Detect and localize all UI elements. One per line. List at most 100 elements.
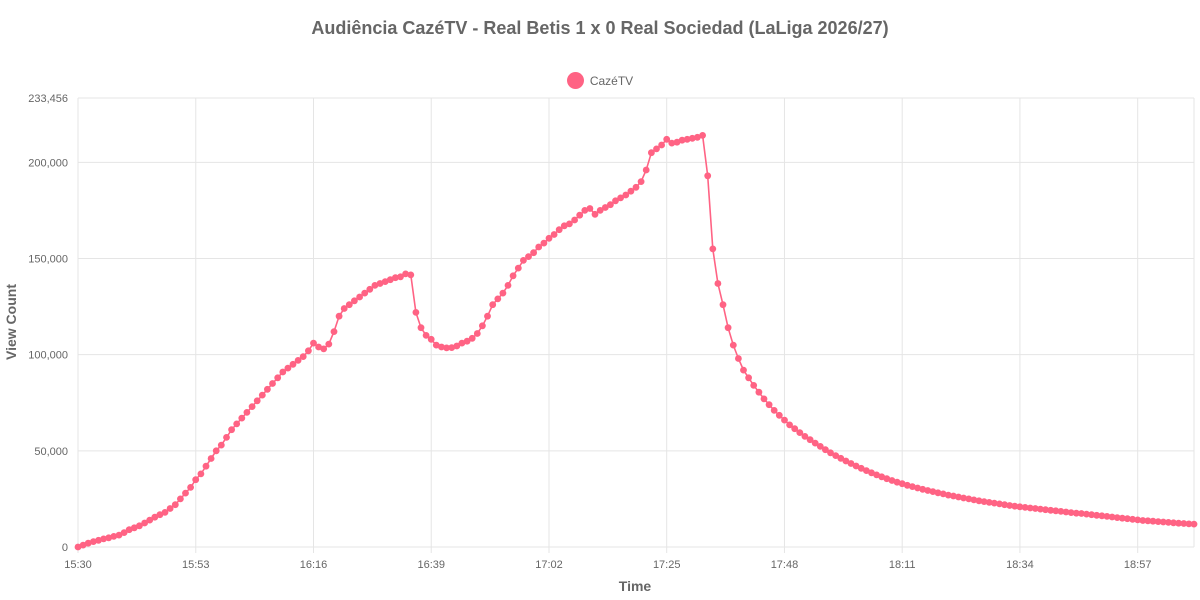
data-point[interactable] — [571, 216, 578, 224]
data-point[interactable] — [852, 462, 860, 470]
data-point[interactable] — [673, 138, 681, 146]
data-point[interactable] — [878, 473, 886, 481]
data-point[interactable] — [775, 411, 783, 419]
data-point[interactable] — [801, 433, 809, 440]
data-point[interactable] — [1124, 515, 1131, 523]
data-point[interactable] — [596, 207, 604, 214]
data-point[interactable] — [361, 289, 369, 297]
data-point[interactable] — [816, 443, 824, 450]
data-point[interactable] — [909, 483, 916, 490]
data-point[interactable] — [1170, 519, 1177, 527]
data-point[interactable] — [755, 388, 763, 396]
data-point[interactable] — [566, 220, 573, 228]
data-point[interactable] — [786, 421, 793, 429]
data-point[interactable] — [581, 207, 589, 214]
data-point[interactable] — [84, 539, 92, 547]
data-point[interactable] — [525, 253, 532, 260]
data-point[interactable] — [863, 467, 870, 474]
data-point[interactable] — [125, 526, 133, 534]
data-point[interactable] — [448, 344, 456, 351]
data-point[interactable] — [678, 136, 686, 144]
data-point[interactable] — [540, 239, 548, 247]
data-point[interactable] — [811, 439, 819, 447]
data-point[interactable] — [1139, 517, 1147, 524]
data-point[interactable] — [115, 531, 123, 539]
data-point[interactable] — [970, 496, 978, 504]
data-point[interactable] — [489, 301, 497, 309]
data-point[interactable] — [965, 495, 973, 503]
data-point[interactable] — [427, 335, 435, 343]
data-point[interactable] — [827, 449, 834, 457]
data-point[interactable] — [407, 271, 415, 279]
data-point[interactable] — [653, 145, 660, 153]
data-point[interactable] — [100, 535, 107, 543]
data-point[interactable] — [381, 278, 389, 285]
data-point[interactable] — [688, 134, 696, 142]
data-point[interactable] — [223, 434, 230, 441]
data-point[interactable] — [740, 366, 747, 374]
data-point[interactable] — [765, 401, 773, 409]
data-point[interactable] — [392, 274, 399, 282]
data-point[interactable] — [325, 340, 333, 348]
data-point[interactable] — [458, 339, 466, 347]
data-point[interactable] — [473, 330, 481, 337]
data-point[interactable] — [1011, 502, 1019, 510]
data-point[interactable] — [79, 541, 87, 549]
data-point[interactable] — [233, 420, 241, 428]
data-point[interactable] — [576, 211, 584, 219]
data-point[interactable] — [330, 328, 338, 335]
data-point[interactable] — [146, 516, 154, 524]
data-point[interactable] — [1047, 506, 1055, 514]
data-point[interactable] — [990, 499, 998, 507]
data-point[interactable] — [1190, 520, 1198, 528]
data-point[interactable] — [453, 342, 461, 350]
data-point[interactable] — [612, 197, 619, 205]
data-point[interactable] — [151, 513, 159, 521]
data-point[interactable] — [177, 495, 184, 503]
data-point[interactable] — [1057, 508, 1065, 515]
data-point[interactable] — [345, 301, 353, 309]
data-point[interactable] — [207, 455, 215, 462]
data-point[interactable] — [468, 334, 476, 342]
data-point[interactable] — [274, 374, 282, 382]
data-point[interactable] — [320, 345, 328, 353]
data-point[interactable] — [141, 519, 149, 527]
data-point[interactable] — [955, 493, 962, 501]
data-point[interactable] — [699, 132, 706, 139]
data-point[interactable] — [637, 178, 645, 186]
data-point[interactable] — [514, 264, 522, 272]
data-point[interactable] — [1001, 501, 1008, 509]
data-point[interactable] — [607, 201, 614, 209]
data-point[interactable] — [1185, 520, 1193, 528]
data-point[interactable] — [837, 454, 845, 462]
data-point[interactable] — [253, 397, 261, 405]
data-point[interactable] — [586, 205, 594, 212]
data-point[interactable] — [351, 297, 358, 305]
data-point[interactable] — [888, 477, 896, 484]
data-point[interactable] — [1154, 518, 1162, 525]
data-point[interactable] — [898, 480, 906, 488]
data-point[interactable] — [832, 452, 840, 459]
data-point[interactable] — [530, 249, 537, 257]
data-point[interactable] — [1078, 510, 1085, 517]
data-point[interactable] — [791, 425, 799, 433]
data-point[interactable] — [248, 403, 256, 410]
data-point[interactable] — [1180, 520, 1188, 527]
data-point[interactable] — [1129, 515, 1136, 523]
data-point[interactable] — [617, 194, 624, 202]
data-point[interactable] — [694, 133, 701, 141]
data-point[interactable] — [873, 471, 880, 479]
data-point[interactable] — [709, 245, 717, 253]
data-point[interactable] — [130, 524, 138, 532]
data-point[interactable] — [315, 343, 322, 351]
data-point[interactable] — [719, 301, 727, 309]
data-point[interactable] — [781, 416, 788, 424]
data-point[interactable] — [658, 141, 665, 149]
data-point[interactable] — [642, 166, 650, 174]
data-point[interactable] — [868, 469, 875, 477]
data-point[interactable] — [668, 139, 676, 147]
data-point[interactable] — [412, 309, 420, 316]
data-point[interactable] — [1021, 504, 1029, 511]
data-point[interactable] — [432, 341, 440, 349]
data-point[interactable] — [74, 543, 82, 551]
